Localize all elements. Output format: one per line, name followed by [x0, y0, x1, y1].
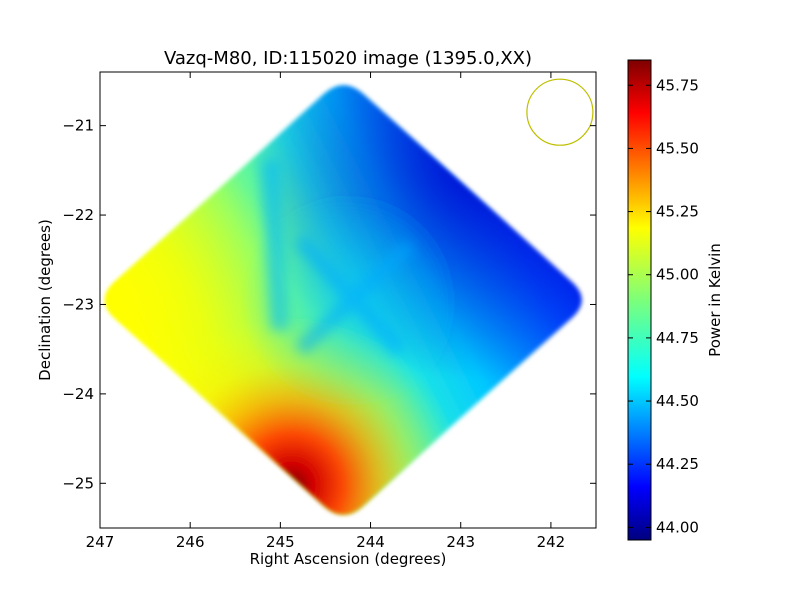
x-tick-label: 243	[446, 533, 475, 551]
heatmap-image	[105, 85, 582, 515]
y-tick-label: −25	[62, 474, 94, 492]
x-tick-label: 244	[356, 533, 385, 551]
y-tick-label: −24	[62, 385, 94, 403]
x-tick-label: 245	[266, 533, 295, 551]
colorbar-tick-label: 45.25	[656, 203, 699, 221]
colorbar-ticks: 44.00 44.25 44.50 44.75 45.00 45.25 45.50 45.75	[628, 76, 699, 536]
colorbar	[627, 59, 652, 541]
colorbar-label: Power in Kelvin	[706, 243, 724, 357]
x-axis-label: Right Ascension (degrees)	[250, 550, 447, 568]
y-axis-label: Declination (degrees)	[36, 219, 54, 381]
x-axis-ticks: 247 246 245 244 243 242	[86, 72, 566, 551]
y-tick-label: −22	[62, 206, 94, 224]
colorbar-tick-label: 44.00	[656, 518, 699, 536]
x-tick-label: 242	[537, 533, 566, 551]
colorbar-tick-label: 44.25	[656, 455, 699, 473]
y-tick-label: −23	[62, 295, 94, 313]
chart-title: Vazq-M80, ID:115020 image (1395.0,XX)	[164, 48, 532, 69]
colorbar-tick-label: 44.50	[656, 392, 699, 410]
axes-frame	[99, 71, 597, 529]
x-tick-label: 246	[176, 533, 205, 551]
y-axis-ticks: −21 −22 −23 −24 −25	[62, 117, 596, 492]
colorbar-tick-label: 45.50	[656, 139, 699, 157]
y-tick-label: −21	[62, 117, 94, 135]
x-tick-label: 247	[86, 533, 115, 551]
heatmap-cross-feature	[294, 235, 415, 356]
colorbar-tick-label: 45.75	[656, 76, 699, 94]
beam-circle	[526, 78, 594, 146]
colorbar-tick-label: 44.75	[656, 329, 699, 347]
colorbar-tick-label: 45.00	[656, 266, 699, 284]
heatmap-ridge-feature	[261, 159, 289, 331]
